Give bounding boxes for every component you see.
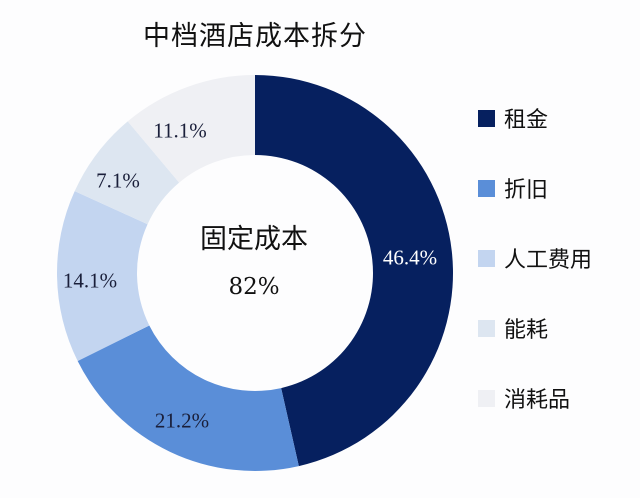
slice-label-labor: 14.1% — [62, 268, 118, 293]
legend: 租金 折旧 人工费用 能耗 消耗品 — [478, 106, 592, 456]
legend-swatch-icon — [478, 249, 495, 267]
legend-label: 租金 — [504, 108, 549, 133]
legend-item-labor: 人工费用 — [478, 246, 592, 273]
chart-title: 中档酒店成本拆分 — [143, 21, 367, 52]
legend-swatch-icon — [478, 109, 495, 127]
center-value: 82% — [228, 274, 280, 300]
center-title: 固定成本 — [200, 224, 308, 255]
slice-depreciation — [77, 325, 299, 471]
legend-label: 消耗品 — [504, 388, 571, 413]
legend-item-consumables: 消耗品 — [478, 386, 592, 413]
legend-item-rent: 租金 — [478, 106, 592, 133]
slice-consumables — [127, 75, 255, 183]
legend-label: 折旧 — [504, 178, 549, 203]
legend-swatch-icon — [478, 319, 495, 337]
legend-item-depreciation: 折旧 — [478, 176, 592, 203]
slice-label-energy: 7.1% — [96, 168, 140, 193]
legend-item-energy: 能耗 — [478, 316, 592, 343]
legend-swatch-icon — [478, 179, 495, 197]
slice-label-rent: 46.4% — [382, 245, 438, 270]
slice-energy — [74, 121, 180, 225]
legend-label: 能耗 — [504, 318, 549, 343]
legend-swatch-icon — [478, 389, 495, 407]
slice-label-consumables: 11.1% — [153, 118, 207, 143]
center-annotation: 固定成本 82% — [154, 222, 354, 302]
legend-label: 人工费用 — [504, 248, 593, 273]
slice-labor — [56, 191, 150, 362]
slice-rent — [255, 75, 453, 467]
slice-label-depreciation: 21.2% — [154, 408, 210, 433]
